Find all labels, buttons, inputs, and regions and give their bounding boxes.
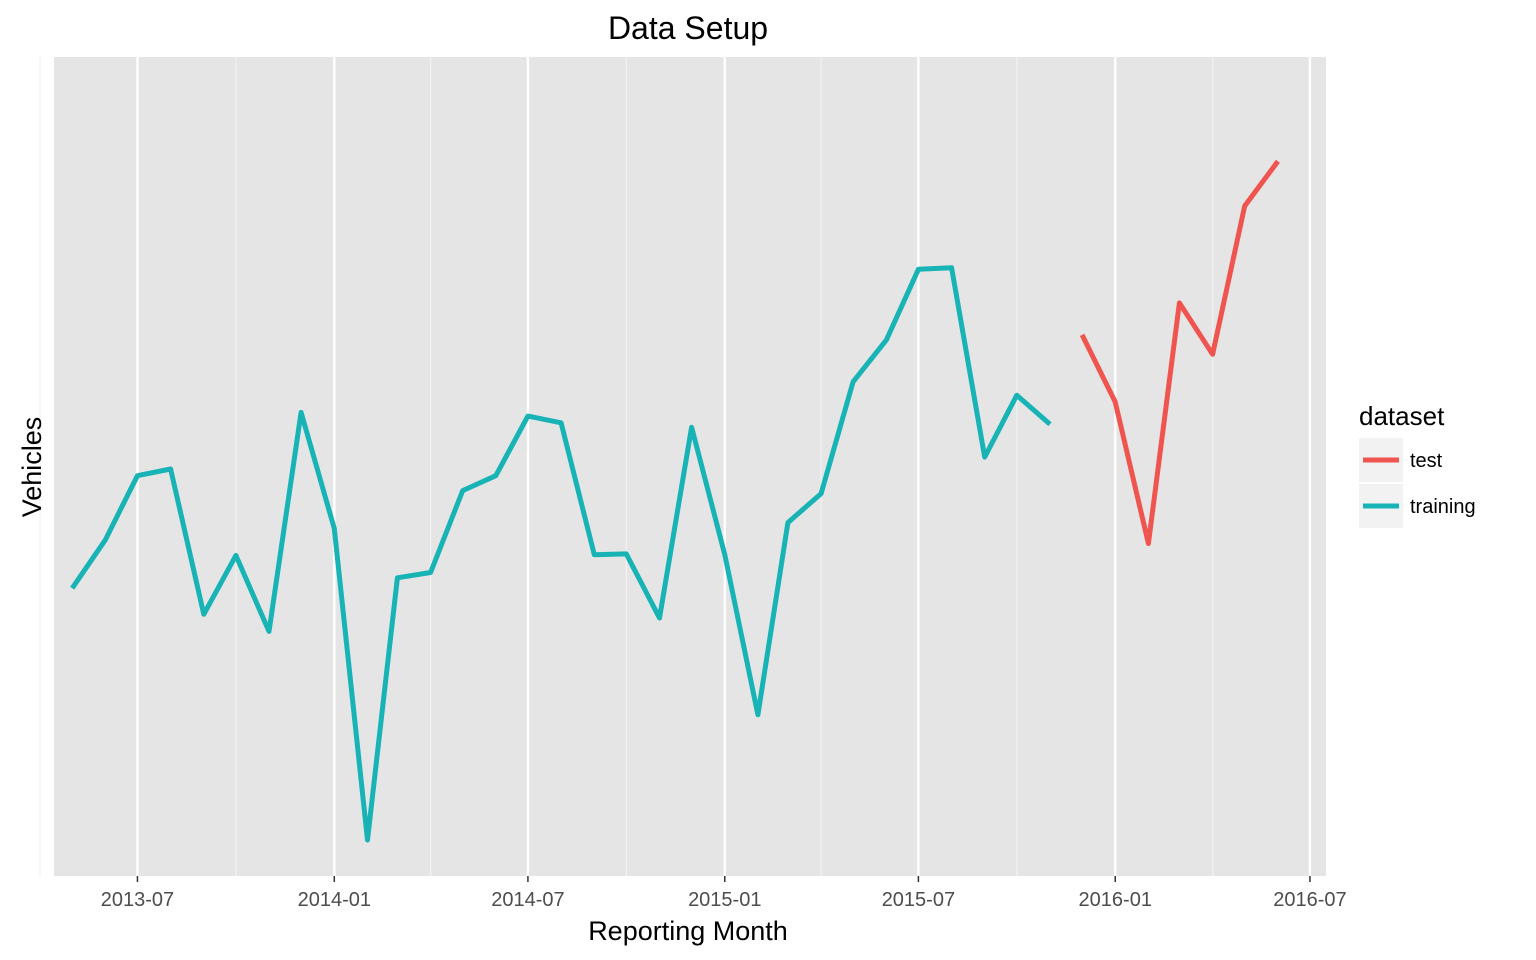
series-line-test: [1079, 159, 1280, 546]
x-tick-label: 2014-01: [298, 889, 371, 911]
chart-title: Data Setup: [608, 10, 768, 46]
x-tick-label: 2015-01: [688, 889, 761, 911]
y-axis-title: Vehicles: [17, 417, 47, 518]
x-axis-title: Reporting Month: [588, 916, 788, 946]
x-tick-label: 2016-01: [1079, 889, 1152, 911]
x-tick-label: 2013-07: [101, 889, 174, 911]
x-tick-label: 2016-07: [1273, 889, 1346, 911]
series-line-training: [70, 265, 1052, 843]
legend: dataset test training: [1359, 401, 1476, 528]
x-tick-label: 2015-07: [882, 889, 955, 911]
x-axis-ticks: 2013-07 2014-01 2014-07 2015-01 2015-07 2016-…: [101, 876, 1347, 911]
plot-panel: [54, 57, 1326, 876]
legend-label-test: test: [1410, 450, 1443, 472]
series-layer: [70, 159, 1280, 843]
legend-title: dataset: [1359, 401, 1445, 431]
major-gridlines: [136, 57, 1312, 876]
minor-gridlines: [39, 57, 1214, 876]
x-tick-label: 2014-07: [491, 889, 564, 911]
legend-label-training: training: [1410, 496, 1476, 518]
